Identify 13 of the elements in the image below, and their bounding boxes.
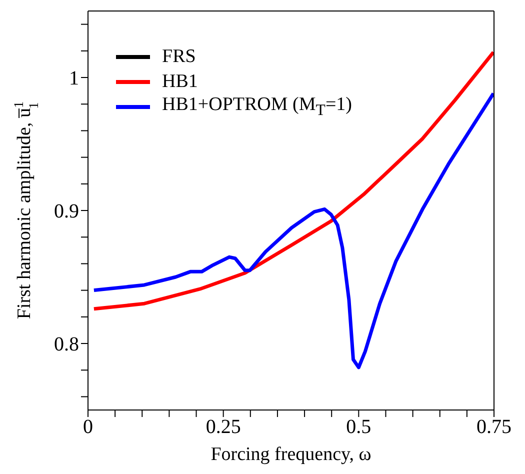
- legend-label: FRS: [162, 46, 196, 67]
- legend-label: HB1: [162, 71, 198, 92]
- y-tick-label: 0.9: [54, 200, 79, 223]
- x-tick-label: 0.75: [476, 416, 512, 438]
- y-tick-label: 0.8: [54, 334, 79, 356]
- x-tick-label: 0.25: [206, 416, 241, 438]
- line-series: [92, 50, 494, 311]
- y-tick-label: 1: [69, 68, 79, 90]
- x-axis-title: Forcing frequency, ω: [210, 444, 372, 465]
- x-tick-label: 0.5: [346, 416, 372, 438]
- legend-label: HB1+OPTROM (M$_{T}$=1): [162, 94, 352, 118]
- x-tick-label: 0: [83, 416, 93, 438]
- line-series: [92, 92, 494, 370]
